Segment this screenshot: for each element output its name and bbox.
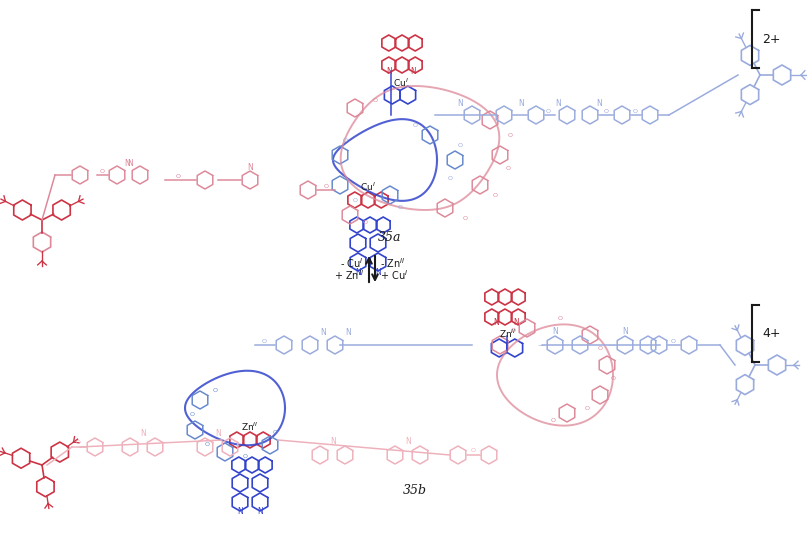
Text: Zn$^{II}$: Zn$^{II}$ [500,328,516,340]
Text: N: N [457,98,463,108]
Text: N: N [128,158,133,167]
Text: - Zn$^{II}$: - Zn$^{II}$ [380,256,405,270]
Text: N: N [410,66,416,75]
Text: O: O [671,339,675,343]
Text: O: O [242,455,248,460]
Text: N: N [124,158,130,167]
Text: N: N [247,163,253,172]
Text: O: O [273,430,278,434]
Text: O: O [597,346,603,350]
Text: O: O [398,204,403,210]
Text: O: O [99,169,104,173]
Text: N: N [552,326,558,335]
Text: O: O [470,448,475,454]
Text: N: N [345,327,351,337]
Text: 2+: 2+ [762,33,780,45]
Text: O: O [373,97,378,103]
Text: O: O [511,327,516,332]
Text: + Cu$^I$: + Cu$^I$ [380,268,408,282]
Text: O: O [546,109,550,113]
Text: O: O [261,339,266,343]
Text: N: N [215,430,221,439]
Text: 35b: 35b [403,484,427,496]
Text: O: O [505,165,511,171]
Text: N: N [257,508,263,516]
Text: O: O [508,133,512,137]
Text: —: — [537,342,545,348]
Text: O: O [604,109,608,113]
Text: N: N [140,430,146,439]
Text: O: O [324,184,328,188]
Text: O: O [175,173,181,179]
Text: N: N [493,317,499,326]
Text: Cu$^I$: Cu$^I$ [360,181,376,193]
Text: 35a: 35a [378,231,402,243]
Text: N: N [375,268,381,277]
Text: O: O [633,109,638,113]
Text: O: O [558,316,562,320]
Text: + Zn$^{II}$: + Zn$^{II}$ [334,268,364,282]
Text: N: N [405,438,411,447]
Text: - Cu$^I$: - Cu$^I$ [341,256,364,270]
Text: O: O [584,406,589,410]
Text: O: O [550,417,555,423]
Text: N: N [386,66,392,75]
Text: O: O [412,123,417,127]
Text: O: O [212,387,218,393]
Text: N: N [355,268,361,277]
Text: O: O [76,440,81,446]
Text: O: O [611,376,616,380]
Text: N: N [622,326,628,335]
Text: O: O [462,216,467,220]
Text: O: O [353,197,358,203]
Text: N: N [518,98,524,108]
Text: O: O [342,137,348,142]
Text: N: N [237,508,243,516]
Text: N: N [330,438,336,447]
Text: O: O [492,193,497,197]
Text: Cu$^I$: Cu$^I$ [393,77,409,89]
Text: Zn$^{II}$: Zn$^{II}$ [241,421,259,433]
Text: O: O [448,175,453,180]
Text: N: N [513,317,519,326]
Text: —: — [608,342,614,348]
Text: O: O [362,219,367,225]
Text: N: N [596,98,602,108]
Text: O: O [204,442,210,447]
Text: N: N [555,98,561,108]
Text: O: O [458,142,462,148]
Text: N: N [320,327,326,337]
Text: O: O [190,412,194,417]
Text: 4+: 4+ [762,326,780,340]
